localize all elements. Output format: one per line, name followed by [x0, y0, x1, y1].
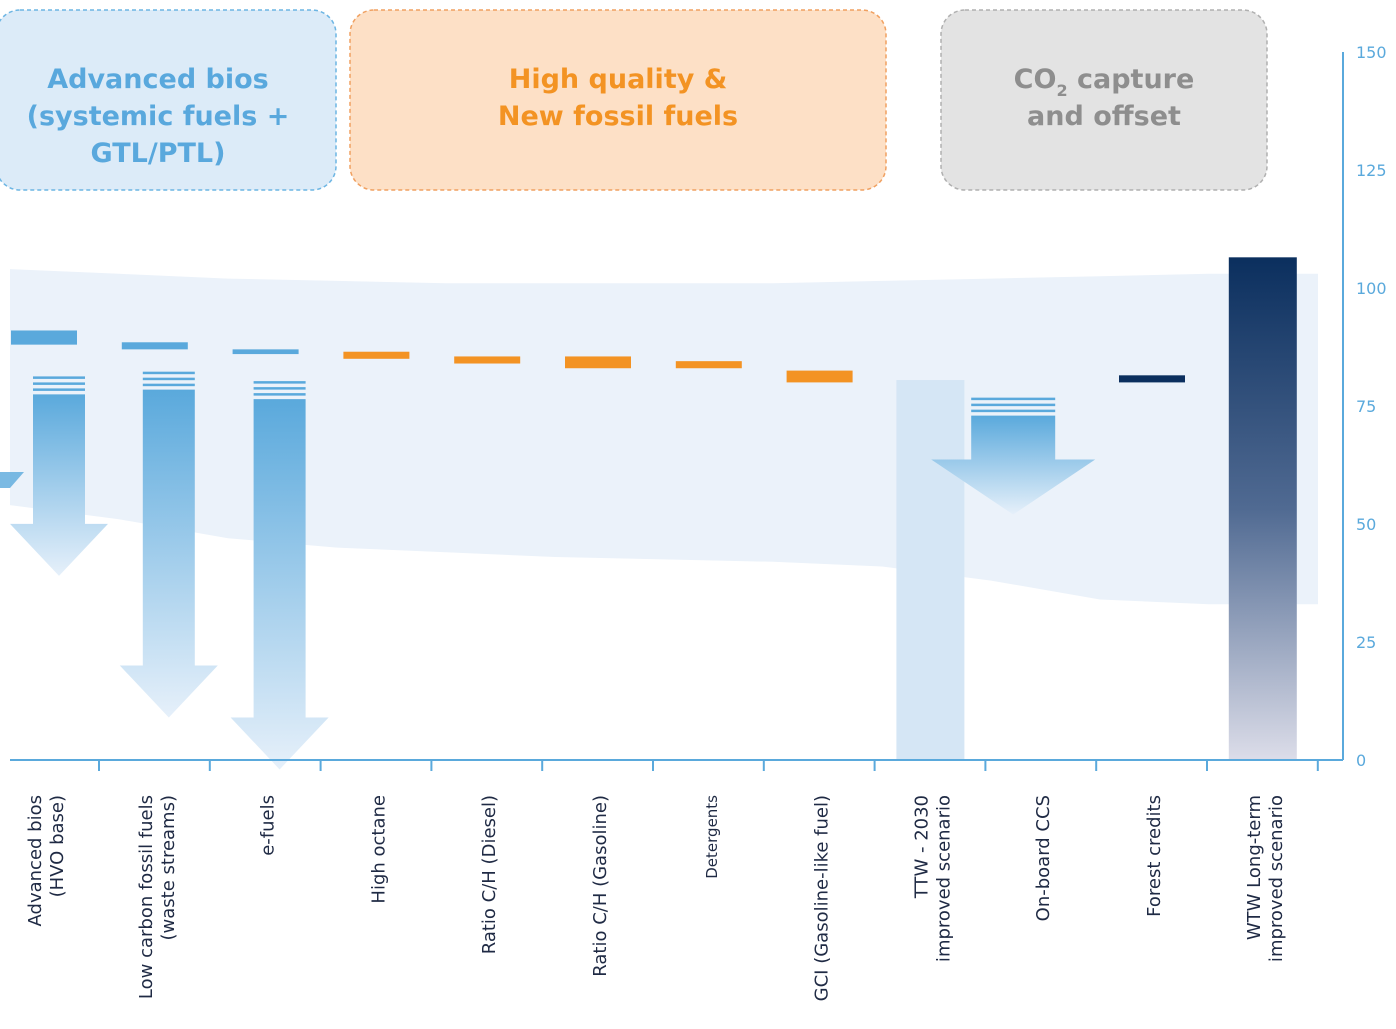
category-label-9: On-board CCS [1033, 795, 1054, 921]
category-label-line: Low carbon fossil fuels [136, 795, 157, 999]
category-label-line: (HVO base) [47, 795, 68, 897]
category-label-1: Low carbon fossil fuels (waste streams) [136, 795, 179, 999]
group-box-title-line: High quality & [509, 64, 728, 95]
category-label-3: High octane [368, 795, 389, 904]
y-tick-label: 25 [1356, 633, 1376, 652]
category-label-line: TTW - 2030 [911, 795, 932, 899]
category-label-5: Ratio C/H (Gasoline) [590, 795, 611, 977]
group-box-orange: High quality & New fossil fuels [349, 9, 887, 191]
arrow-stripe [253, 393, 306, 396]
category-label-line: Detergents [703, 795, 721, 879]
reduction-arrow-2 [230, 381, 329, 770]
y-tick-label: 150 [1356, 43, 1387, 62]
marker-0 [11, 330, 77, 345]
group-box-title-line: (systemic fuels + [27, 101, 290, 132]
arrow-body [10, 394, 108, 576]
marker-2 [232, 349, 299, 355]
arrow-stripe [142, 383, 195, 387]
y-tick-label: 125 [1356, 161, 1387, 180]
arrow-body [230, 399, 329, 770]
bars [896, 257, 1297, 760]
category-label-11: WTW Long-term improved scenario [1244, 795, 1287, 962]
category-label-line: Ratio C/H (Gasoline) [590, 795, 611, 977]
category-label-line: WTW Long-term [1244, 795, 1265, 940]
emission-range-band [10, 269, 1318, 605]
marker-6 [675, 361, 742, 369]
axes: 0 25 50 75 100 125 150 [10, 43, 1387, 771]
reduction-arrow-9 [931, 397, 1096, 515]
category-label-line: improved scenario [1266, 795, 1287, 962]
group-box-frame [940, 9, 1268, 191]
arrow-stripe [971, 409, 1056, 413]
group-box-blue: Advanced bios (systemic fuels + GTL/PTL) [0, 9, 337, 191]
arrow-stripe [33, 376, 85, 379]
marker-10 [1119, 375, 1185, 383]
group-box-frame [349, 9, 887, 191]
category-label-10: Forest credits [1144, 795, 1165, 917]
category-label-line: GCI (Gasoline-like fuel) [812, 795, 833, 1001]
bar-8 [896, 380, 965, 760]
arrow-stripe [142, 377, 195, 381]
y-tick-label: 0 [1356, 751, 1366, 770]
reduction-arrow-0 [10, 376, 108, 576]
category-label-7: GCI (Gasoline-like fuel) [812, 795, 833, 1001]
arrow-stripe [971, 403, 1056, 407]
reduction-arrows [0, 371, 1096, 770]
group-box-frame [0, 9, 337, 191]
y-tick-label: 50 [1356, 515, 1376, 534]
category-group-boxes: Advanced bios (systemic fuels + GTL/PTL) Hi… [0, 9, 1268, 191]
group-box-title-line: CO2 capture [1014, 64, 1195, 100]
bar-11 [1228, 257, 1297, 760]
category-label-6: Detergents [703, 795, 721, 879]
arrow-stripe [142, 371, 195, 375]
category-label-line: High octane [368, 795, 389, 904]
arrow-stripe [33, 382, 85, 385]
arrow-stripe [253, 381, 306, 384]
markers [11, 330, 1185, 383]
category-label-line: e-fuels [258, 795, 279, 856]
category-label-2: e-fuels [258, 795, 279, 856]
emission-band [10, 269, 1318, 605]
arrow-stripe [971, 397, 1056, 401]
category-label-line: Advanced bios [25, 795, 46, 926]
group-box-title-line: and offset [1027, 101, 1181, 132]
marker-3 [343, 351, 410, 359]
category-label-line: Ratio C/H (Diesel) [479, 795, 500, 954]
category-label-line: (waste streams) [158, 795, 179, 941]
marker-1 [121, 342, 188, 350]
category-label-line: Forest credits [1144, 795, 1165, 917]
arrow-stripe [253, 387, 306, 390]
marker-5 [565, 356, 631, 369]
arrow-body [931, 415, 1096, 515]
group-box-title-line: New fossil fuels [498, 101, 738, 132]
y-tick-label: 75 [1356, 397, 1376, 416]
arrow-body [119, 389, 218, 718]
arrow-fragment [0, 472, 24, 488]
category-labels: Advanced bios (HVO base) Low carbon fossil… [25, 795, 1287, 1002]
group-box-title-line: Advanced bios [47, 64, 269, 95]
category-label-0: Advanced bios (HVO base) [25, 795, 68, 926]
category-label-line: improved scenario [933, 795, 954, 962]
group-box-title-line: GTL/PTL) [91, 138, 226, 169]
marker-4 [454, 356, 521, 364]
category-label-4: Ratio C/H (Diesel) [479, 795, 500, 954]
category-label-line: On-board CCS [1033, 795, 1054, 921]
marker-7 [786, 370, 853, 383]
y-tick-label: 100 [1356, 279, 1387, 298]
category-label-8: TTW - 2030 improved scenario [911, 795, 954, 962]
reduction-arrow-1 [119, 371, 218, 718]
arrow-stripe [33, 388, 85, 391]
